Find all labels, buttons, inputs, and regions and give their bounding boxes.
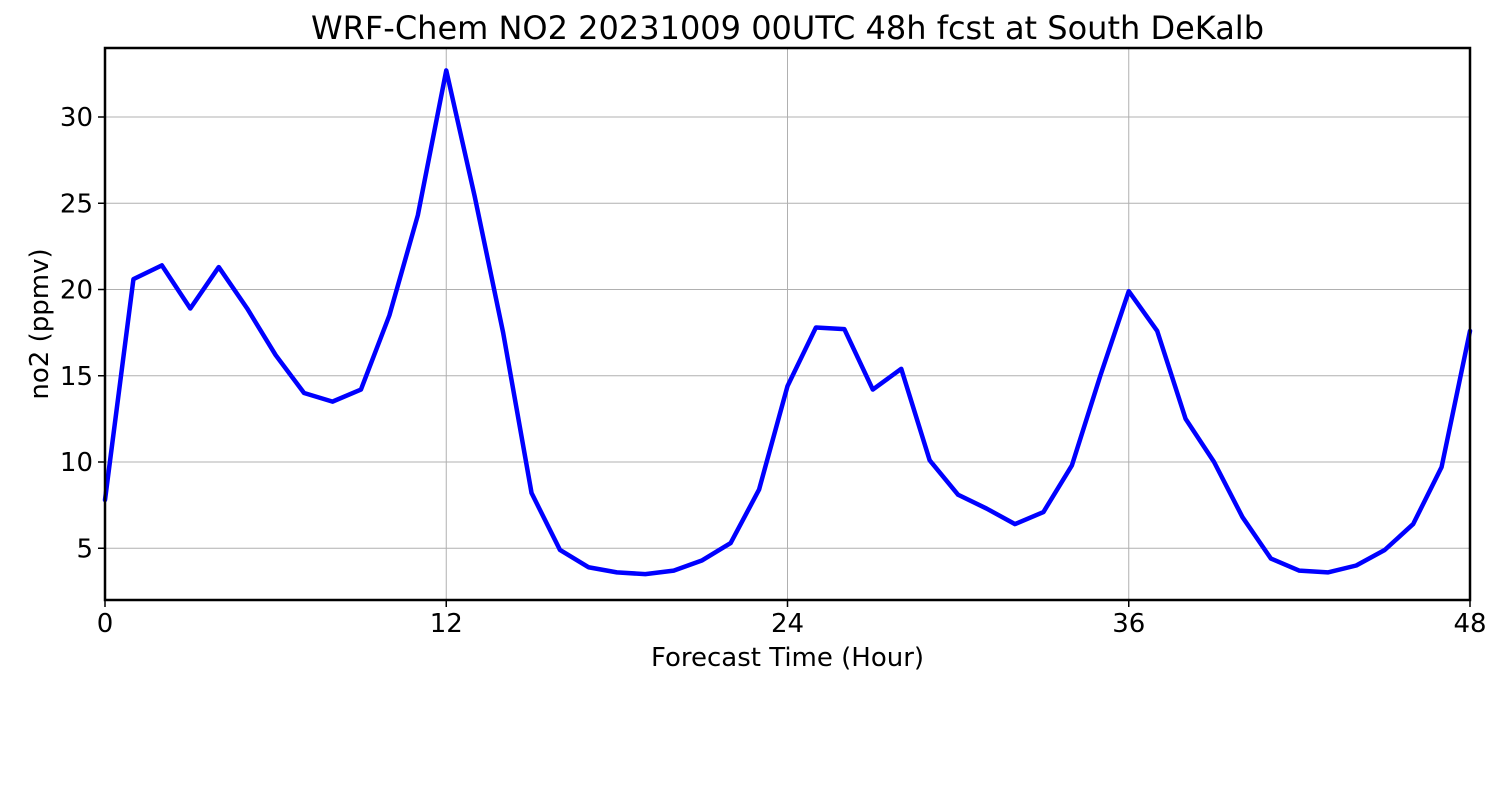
y-tick-label: 30 — [60, 103, 93, 133]
series-line — [102, 68, 1473, 577]
chart-title: WRF-Chem NO2 20231009 00UTC 48h fcst at … — [311, 9, 1264, 47]
y-tick-label: 20 — [60, 276, 93, 306]
series-layer — [102, 68, 1473, 577]
y-tick-label: 25 — [60, 189, 93, 219]
axis-ticks: 0 12 24 36 48 5 10 15 20 25 30 — [60, 103, 1487, 639]
x-axis-label: Forecast Time (Hour) — [651, 643, 924, 673]
y-tick-label: 5 — [76, 534, 93, 564]
y-tick-label: 10 — [60, 448, 93, 478]
x-tick-label: 48 — [1453, 609, 1486, 639]
grid-lines — [104, 48, 1471, 600]
x-tick-label: 12 — [430, 609, 463, 639]
x-tick-label: 0 — [97, 609, 114, 639]
x-tick-label: 36 — [1112, 609, 1145, 639]
x-tick-label: 24 — [771, 609, 804, 639]
y-axis-label: no2 (ppmv) — [25, 248, 55, 399]
y-tick-label: 15 — [60, 362, 93, 392]
